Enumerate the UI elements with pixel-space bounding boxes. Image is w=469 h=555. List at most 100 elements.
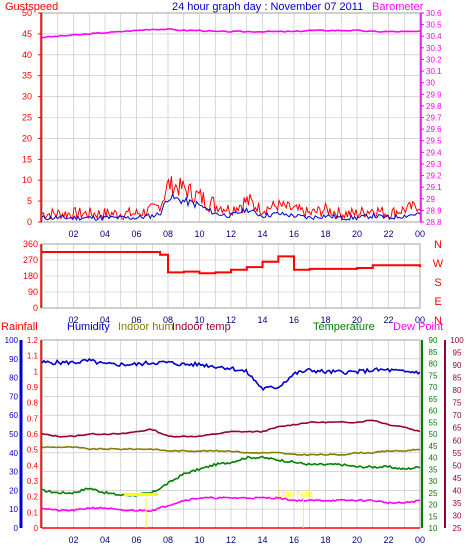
rainfall-tick-label: 0.1 (27, 508, 39, 517)
x-tick-label: 00 (415, 315, 425, 325)
x-tick-label: 12 (226, 229, 236, 239)
humidity-line (41, 357, 421, 392)
temperature-tick-label: 50 (429, 430, 438, 439)
x-tick-label: 18 (320, 315, 330, 325)
dewpoint-tick-label: 30 (453, 511, 462, 520)
dewpoint-tick-label: 100 (450, 336, 464, 345)
legend-indoor-temp: Indoor temp (172, 321, 231, 333)
barometer-tick-label: 30.3 (426, 44, 442, 53)
x-tick-label: 00 (415, 535, 425, 545)
x-tick-label: 06 (131, 229, 141, 239)
gust-tick-label: 5 (27, 196, 32, 206)
chart-title: 24 hour graph day : November 07 2011 (172, 1, 363, 13)
dewpoint-tick-label: 25 (453, 524, 462, 533)
temperature-tick-label: 55 (429, 418, 438, 427)
x-tick-label: 12 (226, 535, 236, 545)
gust-tick-label: 0 (27, 217, 32, 227)
temperature-tick-label: 25 (429, 489, 438, 498)
temperature-tick-label: 30 (429, 477, 438, 486)
x-tick-label: 04 (100, 229, 110, 239)
grid-lines (42, 12, 421, 529)
x-tick-label: 18 (320, 535, 330, 545)
barometer-tick-label: 29.5 (426, 137, 442, 146)
humidity-tick-label: 30 (9, 468, 18, 477)
direction-letter: S (434, 277, 441, 289)
x-tick-label: 04 (100, 535, 110, 545)
dewpoint-tick-label: 65 (453, 424, 462, 433)
barometer-tick-label: 29 (426, 195, 435, 204)
x-tick-label: 22 (383, 229, 393, 239)
x-tick-label: 22 (383, 315, 393, 325)
gust-tick-label: 20 (22, 133, 32, 143)
temperature-tick-label: 45 (429, 442, 438, 451)
dewpoint-tick-label: 35 (453, 499, 462, 508)
dewpoint-tick-label: 85 (453, 374, 462, 383)
dewpoint-line (41, 496, 421, 513)
barometer-label: Barometer (372, 1, 424, 13)
daylight-band (123, 493, 158, 496)
x-tick-label: 10 (194, 315, 204, 325)
gust-tick-label: 35 (22, 71, 32, 81)
barometer-tick-label: 30.6 (426, 9, 442, 18)
barometer-tick-label: 29.3 (426, 160, 442, 169)
gust-tick-label: 10 (22, 175, 32, 185)
dewpoint-tick-label: 45 (453, 474, 462, 483)
humidity-tick-label: 20 (9, 486, 18, 495)
dewpoint-tick-label: 70 (453, 411, 462, 420)
x-tick-label: 16 (289, 229, 299, 239)
x-tick-label: 14 (257, 315, 267, 325)
humidity-tick-label: 80 (9, 374, 18, 383)
temperature-tick-label: 85 (429, 348, 438, 357)
legend-indoor-hum: Indoor hum (118, 321, 174, 333)
temperature-tick-label: 65 (429, 395, 438, 404)
humidity-tick-label: 90 (9, 355, 18, 364)
rainfall-tick-label: 0.8 (27, 399, 39, 408)
x-tick-label: 14 (257, 229, 267, 239)
humidity-tick-label: 70 (9, 392, 18, 401)
temperature-tick-label: 75 (429, 371, 438, 380)
rainfall-tick-label: 0.3 (27, 477, 39, 486)
wind-direction-line (42, 251, 421, 275)
direction-letter: E (434, 296, 441, 308)
barometer-line (41, 27, 421, 39)
rainfall-tick-label: 0.6 (27, 430, 39, 439)
dewpoint-tick-label: 50 (453, 461, 462, 470)
temperature-tick-label: 15 (429, 512, 438, 521)
temperature-tick-label: 40 (429, 454, 438, 463)
x-tick-label: 20 (352, 535, 362, 545)
gust-tick-label: 15 (22, 154, 32, 164)
barometer-tick-label: 30.1 (426, 67, 442, 76)
x-tick-label: 16 (289, 535, 299, 545)
gust-tick-label: 50 (22, 8, 32, 18)
gust-tick-label: 45 (22, 29, 32, 39)
x-tick-label: 18 (320, 229, 330, 239)
dewpoint-tick-label: 55 (453, 449, 462, 458)
gustspeed-label: Gustspeed (5, 1, 58, 13)
x-tick-label: 02 (68, 229, 78, 239)
x-tick-label: 04 (100, 315, 110, 325)
x-tick-label: 08 (163, 229, 173, 239)
rainfall-tick-label: 0.9 (27, 383, 39, 392)
barometer-tick-label: 29.2 (426, 172, 442, 181)
x-tick-label: 16 (289, 315, 299, 325)
dewpoint-tick-label: 80 (453, 386, 462, 395)
humidity-tick-label: 100 (5, 336, 19, 345)
legend-humidity: Humidity (67, 321, 110, 333)
barometer-tick-label: 30 (426, 79, 435, 88)
direction-tick-label: 180 (23, 271, 38, 281)
direction-tick-label: 270 (23, 255, 38, 265)
x-tick-label: 06 (131, 315, 141, 325)
windspeed-line (41, 192, 421, 222)
barometer-tick-label: 30.2 (426, 55, 442, 64)
x-tick-label: 08 (163, 315, 173, 325)
x-tick-label: 00 (415, 229, 425, 239)
indoor-temp-line (41, 419, 421, 438)
barometer-tick-label: 29.4 (426, 148, 442, 157)
x-tick-label: 08 (163, 535, 173, 545)
dewpoint-tick-label: 40 (453, 486, 462, 495)
direction-tick-label: 360 (23, 239, 38, 249)
rainfall-tick-label: 0.4 (27, 461, 39, 470)
gust-tick-label: 25 (22, 113, 32, 123)
legend-temperature: Temperature (313, 321, 375, 333)
